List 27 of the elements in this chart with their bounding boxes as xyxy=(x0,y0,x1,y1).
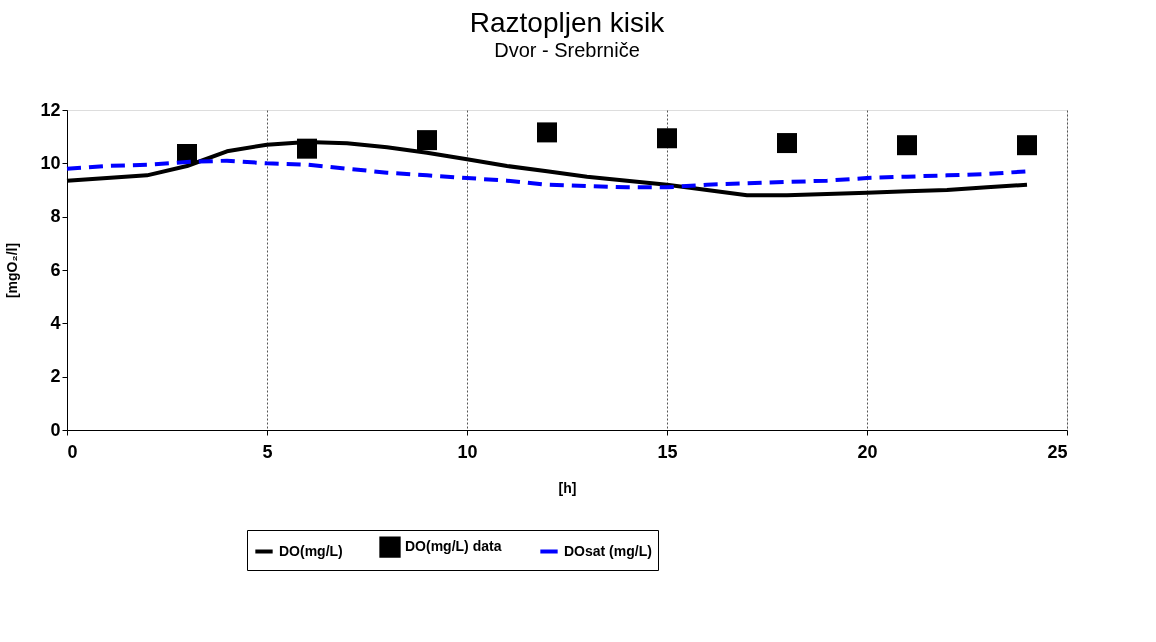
x-tick-label: 0 xyxy=(67,441,78,462)
y-tick-label: 4 xyxy=(50,312,61,333)
legend-label: DO(mg/L) xyxy=(279,542,343,559)
point xyxy=(297,138,317,159)
chart-title: Raztopljen kisik xyxy=(469,7,666,38)
point xyxy=(1017,135,1037,156)
point xyxy=(537,122,557,143)
y-axis-title: [mgO₂/l] xyxy=(4,242,21,299)
x-axis-title: [h] xyxy=(558,479,577,496)
x-tick-label: 25 xyxy=(1047,441,1068,462)
y-tick-label: 8 xyxy=(50,206,61,227)
point xyxy=(777,133,797,154)
y-tick-label: 10 xyxy=(40,152,61,173)
x-tick-label: 15 xyxy=(657,441,678,462)
x-tick-label: 10 xyxy=(457,441,478,462)
point xyxy=(657,128,677,149)
point xyxy=(417,130,437,151)
chart-subtitle: Dvor - Srebrniče xyxy=(494,39,640,61)
legend-label: DO(mg/L) data xyxy=(405,538,502,555)
y-tick-label: 2 xyxy=(50,366,61,387)
point xyxy=(897,135,917,156)
x-tick-label: 20 xyxy=(857,441,878,462)
y-tick-label: 6 xyxy=(50,259,61,280)
legend-label: DOsat (mg/L) xyxy=(564,542,652,559)
x-tick-label: 5 xyxy=(262,441,273,462)
y-tick-label: 12 xyxy=(40,99,61,120)
y-tick-label: 0 xyxy=(50,419,61,440)
